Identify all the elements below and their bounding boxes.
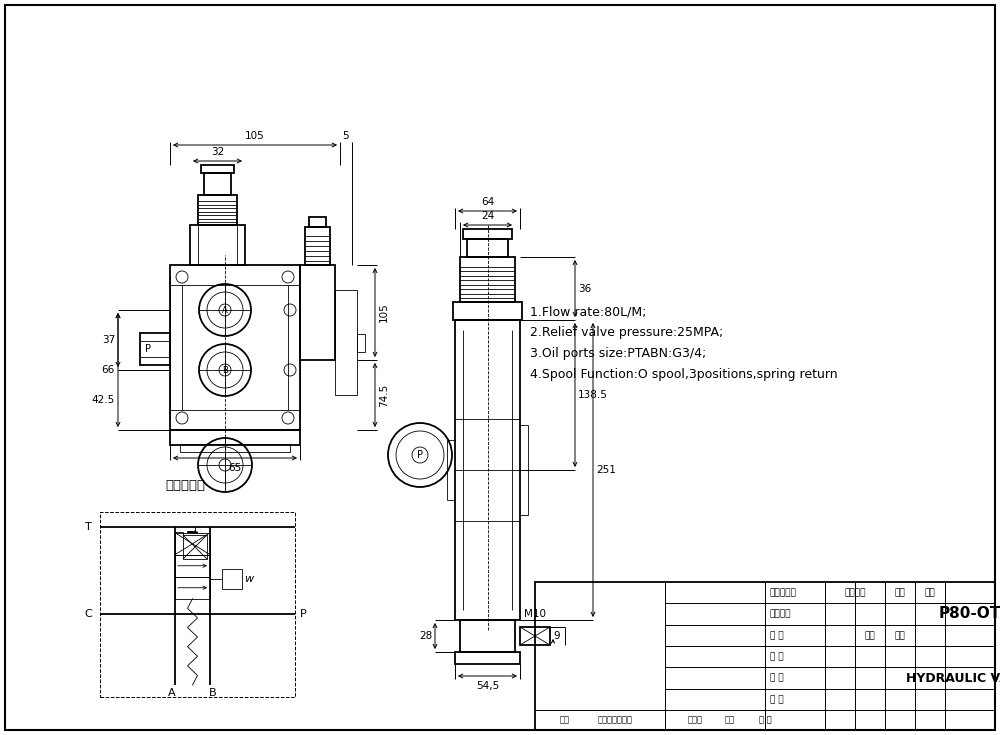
Text: 3.Oil ports size:PTABN:G3/4;: 3.Oil ports size:PTABN:G3/4;: [530, 347, 706, 360]
Text: 37: 37: [102, 335, 115, 345]
Bar: [180, 444, 290, 452]
Bar: [183, 535, 207, 559]
Text: 更改人: 更改人: [688, 715, 702, 725]
Text: 66: 66: [102, 365, 115, 375]
Text: 日期: 日期: [725, 715, 735, 725]
Bar: [467, 239, 508, 257]
Text: 138.5: 138.5: [578, 390, 608, 400]
Text: P80-OT: P80-OT: [939, 606, 1000, 622]
Bar: [170, 265, 300, 430]
Text: A: A: [168, 688, 176, 698]
Bar: [305, 227, 330, 265]
Text: 第集: 第集: [895, 631, 905, 640]
Bar: [204, 173, 231, 195]
Text: P: P: [145, 344, 151, 354]
Text: B: B: [222, 365, 228, 375]
Text: 制 图: 制 图: [770, 673, 784, 683]
Text: 1.Flow rate:80L/M;: 1.Flow rate:80L/M;: [530, 305, 646, 318]
Text: 36: 36: [578, 284, 591, 293]
Bar: [175, 533, 210, 555]
Text: B: B: [209, 688, 217, 698]
Text: 设 计: 设 计: [770, 695, 784, 704]
Text: 校 对: 校 对: [770, 631, 784, 640]
Text: 工艺检查: 工艺检查: [770, 609, 792, 618]
Text: 描 图: 描 图: [770, 652, 784, 662]
Text: 5: 5: [342, 131, 349, 141]
Text: 24: 24: [481, 211, 494, 221]
Bar: [190, 225, 245, 265]
Text: 54,5: 54,5: [476, 681, 499, 691]
Text: 标准化检查: 标准化检查: [770, 588, 797, 597]
Text: 105: 105: [245, 131, 265, 141]
Bar: [463, 229, 512, 239]
Text: A: A: [222, 306, 228, 315]
Bar: [140, 333, 170, 365]
Text: w: w: [244, 574, 253, 584]
Bar: [309, 217, 326, 227]
Text: 4.Spool Function:O spool,3positions,spring return: 4.Spool Function:O spool,3positions,spri…: [530, 368, 838, 381]
Bar: [535, 582, 995, 730]
Text: M10: M10: [524, 609, 546, 619]
Text: 64: 64: [481, 197, 494, 207]
Text: 标记: 标记: [560, 715, 570, 725]
Text: 重量: 重量: [895, 588, 905, 597]
Bar: [300, 265, 335, 360]
Bar: [460, 257, 515, 302]
Text: 28: 28: [419, 631, 432, 641]
Text: C: C: [84, 609, 92, 619]
Text: 105: 105: [379, 303, 389, 323]
Text: 图样标记: 图样标记: [844, 588, 866, 597]
Bar: [175, 577, 210, 599]
Text: 共集: 共集: [865, 631, 875, 640]
Text: 42.5: 42.5: [92, 395, 115, 405]
Text: 审 核: 审 核: [759, 715, 771, 725]
Bar: [201, 165, 234, 173]
Bar: [198, 195, 237, 225]
Text: 9: 9: [553, 631, 560, 641]
Text: 比例: 比例: [925, 588, 935, 597]
Text: P: P: [417, 450, 423, 460]
Bar: [170, 430, 300, 445]
Bar: [100, 512, 295, 697]
Text: 2.Relief valve pressure:25MPA;: 2.Relief valve pressure:25MPA;: [530, 326, 723, 339]
Bar: [453, 302, 522, 320]
Text: T: T: [85, 522, 92, 532]
Text: 65: 65: [228, 463, 242, 473]
Text: HYDRAULIC VALVE: HYDRAULIC VALVE: [906, 672, 1000, 684]
Bar: [335, 290, 357, 395]
Bar: [222, 569, 242, 589]
Text: P: P: [300, 609, 307, 619]
Text: 更改内容或依据: 更改内容或依据: [598, 715, 633, 725]
Bar: [455, 652, 520, 664]
Text: 32: 32: [211, 147, 224, 157]
Bar: [520, 627, 550, 645]
Bar: [175, 555, 210, 577]
Bar: [460, 620, 515, 652]
Text: 74.5: 74.5: [379, 384, 389, 406]
Bar: [455, 320, 520, 620]
Text: 251: 251: [596, 465, 616, 475]
Bar: [357, 334, 365, 351]
Text: 液压原理图: 液压原理图: [165, 479, 205, 492]
